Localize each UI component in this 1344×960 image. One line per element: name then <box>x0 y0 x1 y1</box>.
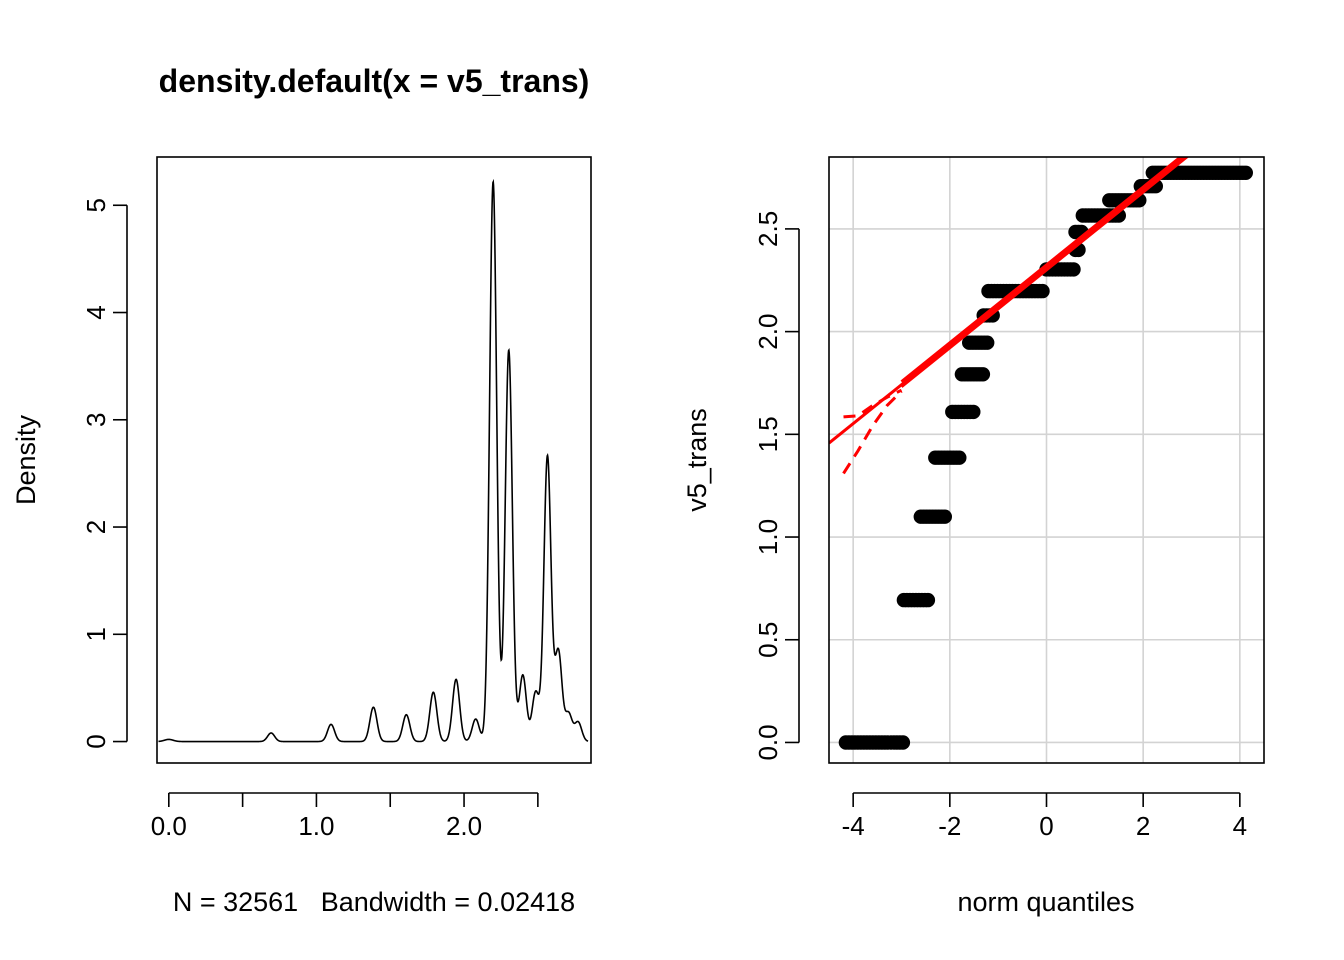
qq-step <box>838 735 911 750</box>
qq-step <box>913 509 952 524</box>
density-y-tick-label: 5 <box>81 198 111 212</box>
qq-point <box>920 592 936 608</box>
qq-step <box>928 450 967 465</box>
qq-point <box>975 367 991 382</box>
qq-plot-frame <box>828 156 1265 764</box>
qq-points <box>838 165 1254 750</box>
qq-confidence-lower <box>842 390 903 475</box>
density-y-tick-label: 1 <box>81 627 111 641</box>
density-x-axis: 0.0 1.0 2.0 <box>151 792 539 841</box>
density-title: density.default(x = v5_trans) <box>159 63 590 99</box>
qq-y-tick-label: 0.5 <box>753 622 783 658</box>
qq-x-tick-label: 0 <box>1039 811 1053 841</box>
qq-y-label: v5_trans <box>682 408 712 512</box>
qq-panel: -4 -2 0 2 4 0.0 0.5 1.0 1.5 2.0 2.5 norm quantile… <box>682 156 1265 917</box>
density-y-tick-label: 2 <box>81 520 111 534</box>
qq-step <box>954 367 991 382</box>
density-y-axis: 0 1 2 3 4 5 <box>81 198 128 749</box>
density-y-tick-label: 0 <box>81 734 111 748</box>
qq-point <box>952 450 967 465</box>
qq-y-tick-label: 0.0 <box>753 724 783 760</box>
qq-reference-line <box>829 157 1187 445</box>
density-x-tick-label: 1.0 <box>298 811 334 841</box>
qq-step <box>896 592 936 608</box>
qq-confidence-upper <box>843 388 903 419</box>
qq-point <box>980 335 995 350</box>
qq-point <box>1066 262 1081 277</box>
density-plot-frame <box>156 156 592 764</box>
qq-point <box>1238 165 1254 180</box>
density-y-tick-label: 3 <box>81 413 111 427</box>
density-curve <box>158 178 589 743</box>
qq-x-tick-label: 2 <box>1136 811 1150 841</box>
qq-x-axis: -4 -2 0 2 4 <box>842 792 1247 841</box>
qq-y-tick-label: 2.0 <box>753 314 783 350</box>
density-x-tick-label: 2.0 <box>446 811 482 841</box>
qq-band-lower-line <box>900 157 1190 388</box>
qq-y-tick-label: 2.5 <box>753 211 783 247</box>
qq-point <box>966 404 981 420</box>
density-y-label: Density <box>11 414 41 505</box>
qq-x-tick-label: -2 <box>938 811 961 841</box>
density-x-label: N = 32561 Bandwidth = 0.02418 <box>173 887 575 917</box>
qq-reference-lines <box>829 157 1190 475</box>
qq-y-tick-label: 1.0 <box>753 519 783 555</box>
qq-y-tick-label: 1.5 <box>753 416 783 452</box>
qq-x-tick-label: 4 <box>1233 811 1247 841</box>
density-y-tick-label: 4 <box>81 305 111 319</box>
qq-point <box>1035 283 1050 299</box>
qq-x-tick-label: -4 <box>842 811 865 841</box>
qq-x-label: norm quantiles <box>957 887 1134 917</box>
qq-step <box>945 404 981 420</box>
qq-grid <box>829 157 1264 763</box>
qq-point <box>937 509 952 524</box>
density-x-tick-label: 0.0 <box>151 811 187 841</box>
qq-band-upper-line <box>900 157 1183 383</box>
density-panel: density.default(x = v5_trans) 0.0 1.0 2.0 … <box>11 63 592 917</box>
qq-point <box>895 735 911 750</box>
qq-step <box>962 335 995 350</box>
qq-y-axis: 0.0 0.5 1.0 1.5 2.0 2.5 <box>753 211 800 761</box>
